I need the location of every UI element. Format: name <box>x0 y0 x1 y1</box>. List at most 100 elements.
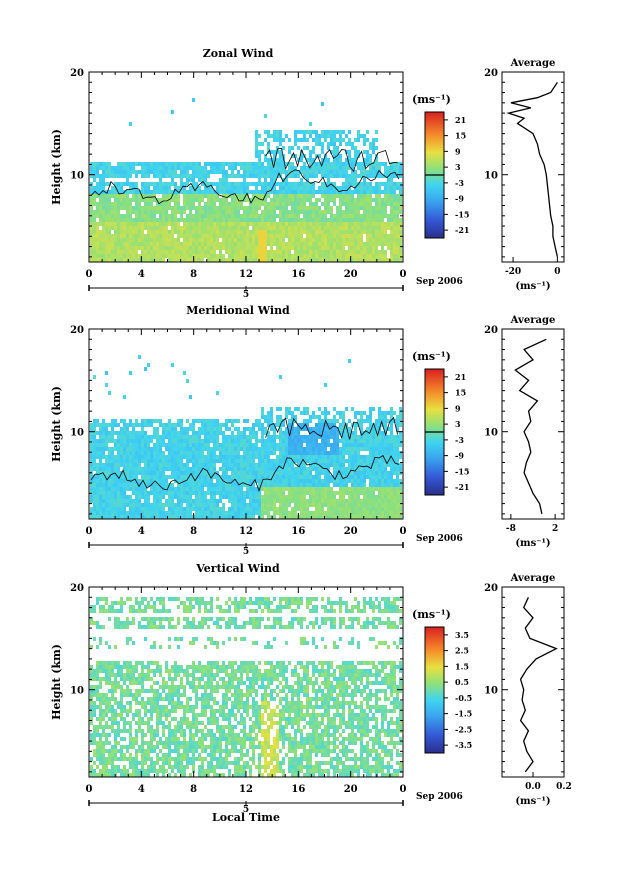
heatmap-cell <box>321 419 324 423</box>
heatmap-cell <box>306 447 309 451</box>
heatmap-cell <box>162 206 165 210</box>
heatmap-cell <box>357 134 360 138</box>
heatmap-cell <box>333 186 336 190</box>
heatmap-cell <box>369 158 372 162</box>
heatmap-cell <box>159 443 162 447</box>
heatmap-cell <box>351 515 354 519</box>
heatmap-cell <box>192 483 195 487</box>
heatmap-cell <box>267 190 270 194</box>
heatmap-cell <box>345 238 348 242</box>
heatmap-cell <box>279 170 282 174</box>
heatmap-cell <box>144 471 147 475</box>
heatmap-cell <box>99 242 102 246</box>
heatmap-cell <box>318 250 321 254</box>
heatmap-cell <box>210 515 213 519</box>
heatmap-cell <box>93 475 96 479</box>
heatmap-cell <box>369 198 372 202</box>
heatmap-cell <box>363 467 366 471</box>
heatmap-cell <box>321 202 324 206</box>
heatmap-cell <box>321 447 324 451</box>
heatmap-cell <box>267 170 270 174</box>
heatmap-cell <box>306 198 309 202</box>
heatmap-cell <box>384 170 387 174</box>
heatmap-cell <box>294 435 297 439</box>
heatmap-cell <box>165 431 168 435</box>
heatmap-cell <box>291 206 294 210</box>
heatmap-cell <box>282 162 285 166</box>
heatmap-cell <box>225 463 228 467</box>
heatmap-cell <box>138 463 141 467</box>
heatmap-cell <box>180 170 183 174</box>
heatmap-cell <box>96 463 99 467</box>
heatmap-cell <box>138 479 141 483</box>
heatmap-cell <box>183 515 186 519</box>
heatmap-cell <box>363 511 366 515</box>
heatmap-cell <box>198 198 201 202</box>
heatmap-cell <box>375 435 378 439</box>
heatmap-cell <box>336 507 339 511</box>
heatmap-cell <box>300 451 303 455</box>
heatmap-cell <box>231 419 234 423</box>
heatmap-cell <box>147 258 150 262</box>
heatmap-cell <box>330 451 333 455</box>
heatmap-cell <box>165 467 168 471</box>
heatmap-cell <box>252 467 255 471</box>
heatmap-cell <box>168 230 171 234</box>
average-x-label: (ms⁻¹) <box>515 281 550 292</box>
heatmap-cell <box>297 234 300 238</box>
heatmap-cell <box>252 455 255 459</box>
heatmap-cell <box>216 435 219 439</box>
heatmap-cell <box>114 206 117 210</box>
heatmap-cell <box>396 202 399 206</box>
heatmap-cell <box>336 190 339 194</box>
heatmap-cell <box>261 475 264 479</box>
heatmap-cell <box>123 483 126 487</box>
heatmap-cell <box>285 515 288 519</box>
heatmap-cell <box>378 214 381 218</box>
heatmap-cell <box>123 475 126 479</box>
heatmap-cell <box>132 443 135 447</box>
heatmap-cell <box>261 515 264 519</box>
heatmap-cell <box>303 230 306 234</box>
heatmap-cell <box>255 503 258 507</box>
heatmap-cell <box>357 451 360 455</box>
heatmap-cell <box>204 435 207 439</box>
heatmap-cell <box>336 234 339 238</box>
heatmap-cell <box>219 210 222 214</box>
heatmap-cell <box>348 499 351 503</box>
heatmap-cell <box>240 459 243 463</box>
heatmap-cell <box>264 222 267 226</box>
heatmap-cell <box>315 415 318 419</box>
heatmap-cell <box>216 487 219 491</box>
heatmap-cell <box>300 170 303 174</box>
heatmap-cell <box>330 214 333 218</box>
heatmap-cell <box>135 174 138 178</box>
heatmap-cell <box>372 238 375 242</box>
heatmap-cell <box>282 487 285 491</box>
heatmap-cell <box>282 515 285 519</box>
heatmap-cell <box>105 238 108 242</box>
heatmap-cell <box>258 234 261 238</box>
heatmap-cell <box>342 198 345 202</box>
heatmap-cell <box>324 194 327 198</box>
heatmap-cell <box>165 170 168 174</box>
heatmap-cell <box>165 254 168 258</box>
heatmap-cell <box>312 254 315 258</box>
heatmap-cell <box>90 507 93 511</box>
heatmap-cell <box>264 138 267 142</box>
heatmap-cell <box>375 250 378 254</box>
heatmap-cell <box>96 210 99 214</box>
heatmap-cell <box>126 503 129 507</box>
heatmap-cell <box>393 234 396 238</box>
heatmap-cell <box>342 202 345 206</box>
heatmap-cell <box>186 242 189 246</box>
heatmap-cell <box>291 234 294 238</box>
heatmap-cell <box>369 471 372 475</box>
heatmap-cell <box>351 475 354 479</box>
heatmap-cell <box>303 138 306 142</box>
heatmap-cell <box>396 194 399 198</box>
heatmap-cell <box>204 166 207 170</box>
heatmap-cell <box>129 507 132 511</box>
heatmap-cell <box>279 226 282 230</box>
heatmap-cell <box>138 258 141 262</box>
